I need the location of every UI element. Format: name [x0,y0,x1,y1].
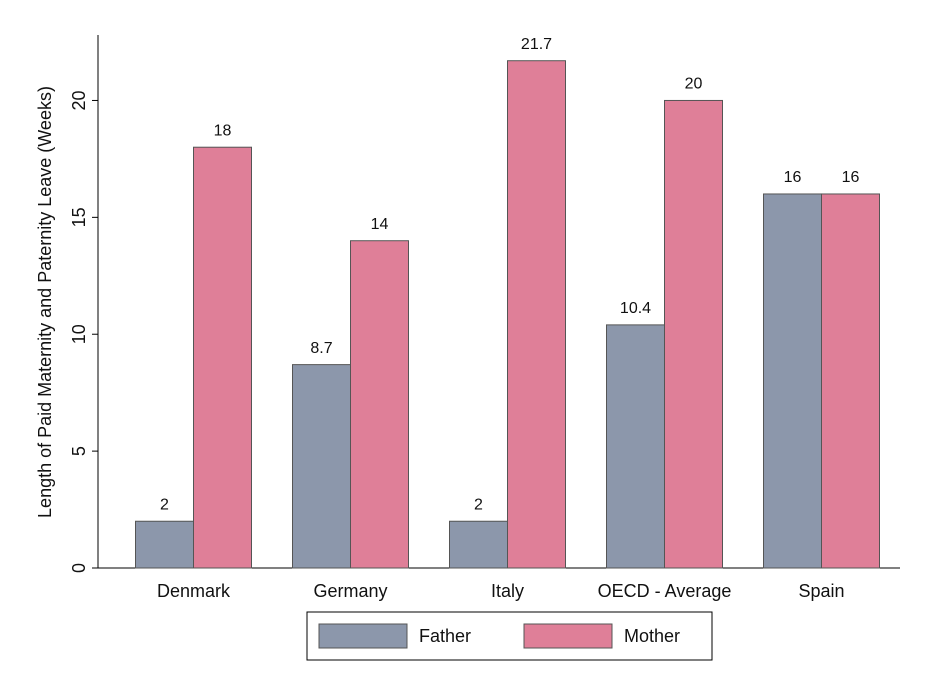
value-label: 16 [842,169,860,186]
x-tick-label: Italy [491,581,524,601]
value-label: 8.7 [310,340,332,357]
legend-box [306,611,713,661]
y-tick-label: 10 [69,324,89,344]
bar [350,240,409,569]
legend-label: Father [419,626,471,646]
x-tick-label: OECD - Average [598,581,732,601]
bar [135,520,194,569]
value-label: 16 [784,169,802,186]
y-tick-label: 5 [69,446,89,456]
y-tick-label: 15 [69,207,89,227]
bar [606,324,665,569]
x-tick-label: Spain [798,581,844,601]
y-tick-label: 20 [69,90,89,110]
value-label: 14 [371,216,389,233]
bar [292,364,351,569]
bar [193,146,252,569]
x-tick-label: Denmark [157,581,231,601]
legend-label: Mother [624,626,680,646]
value-label: 2 [160,496,169,513]
value-label: 20 [685,76,703,93]
legend-swatch [523,623,613,649]
legend-swatch [318,623,408,649]
value-label: 18 [214,122,232,139]
value-label: 2 [474,496,483,513]
y-tick-label: 0 [69,563,89,573]
bar [664,99,723,569]
bar [449,520,508,569]
value-label: 10.4 [620,300,651,317]
value-label: 21.7 [521,36,552,53]
bar [821,193,880,569]
y-axis-label: Length of Paid Maternity and Paternity L… [35,86,55,518]
x-tick-label: Germany [313,581,387,601]
bar [507,60,566,569]
bar [763,193,822,569]
